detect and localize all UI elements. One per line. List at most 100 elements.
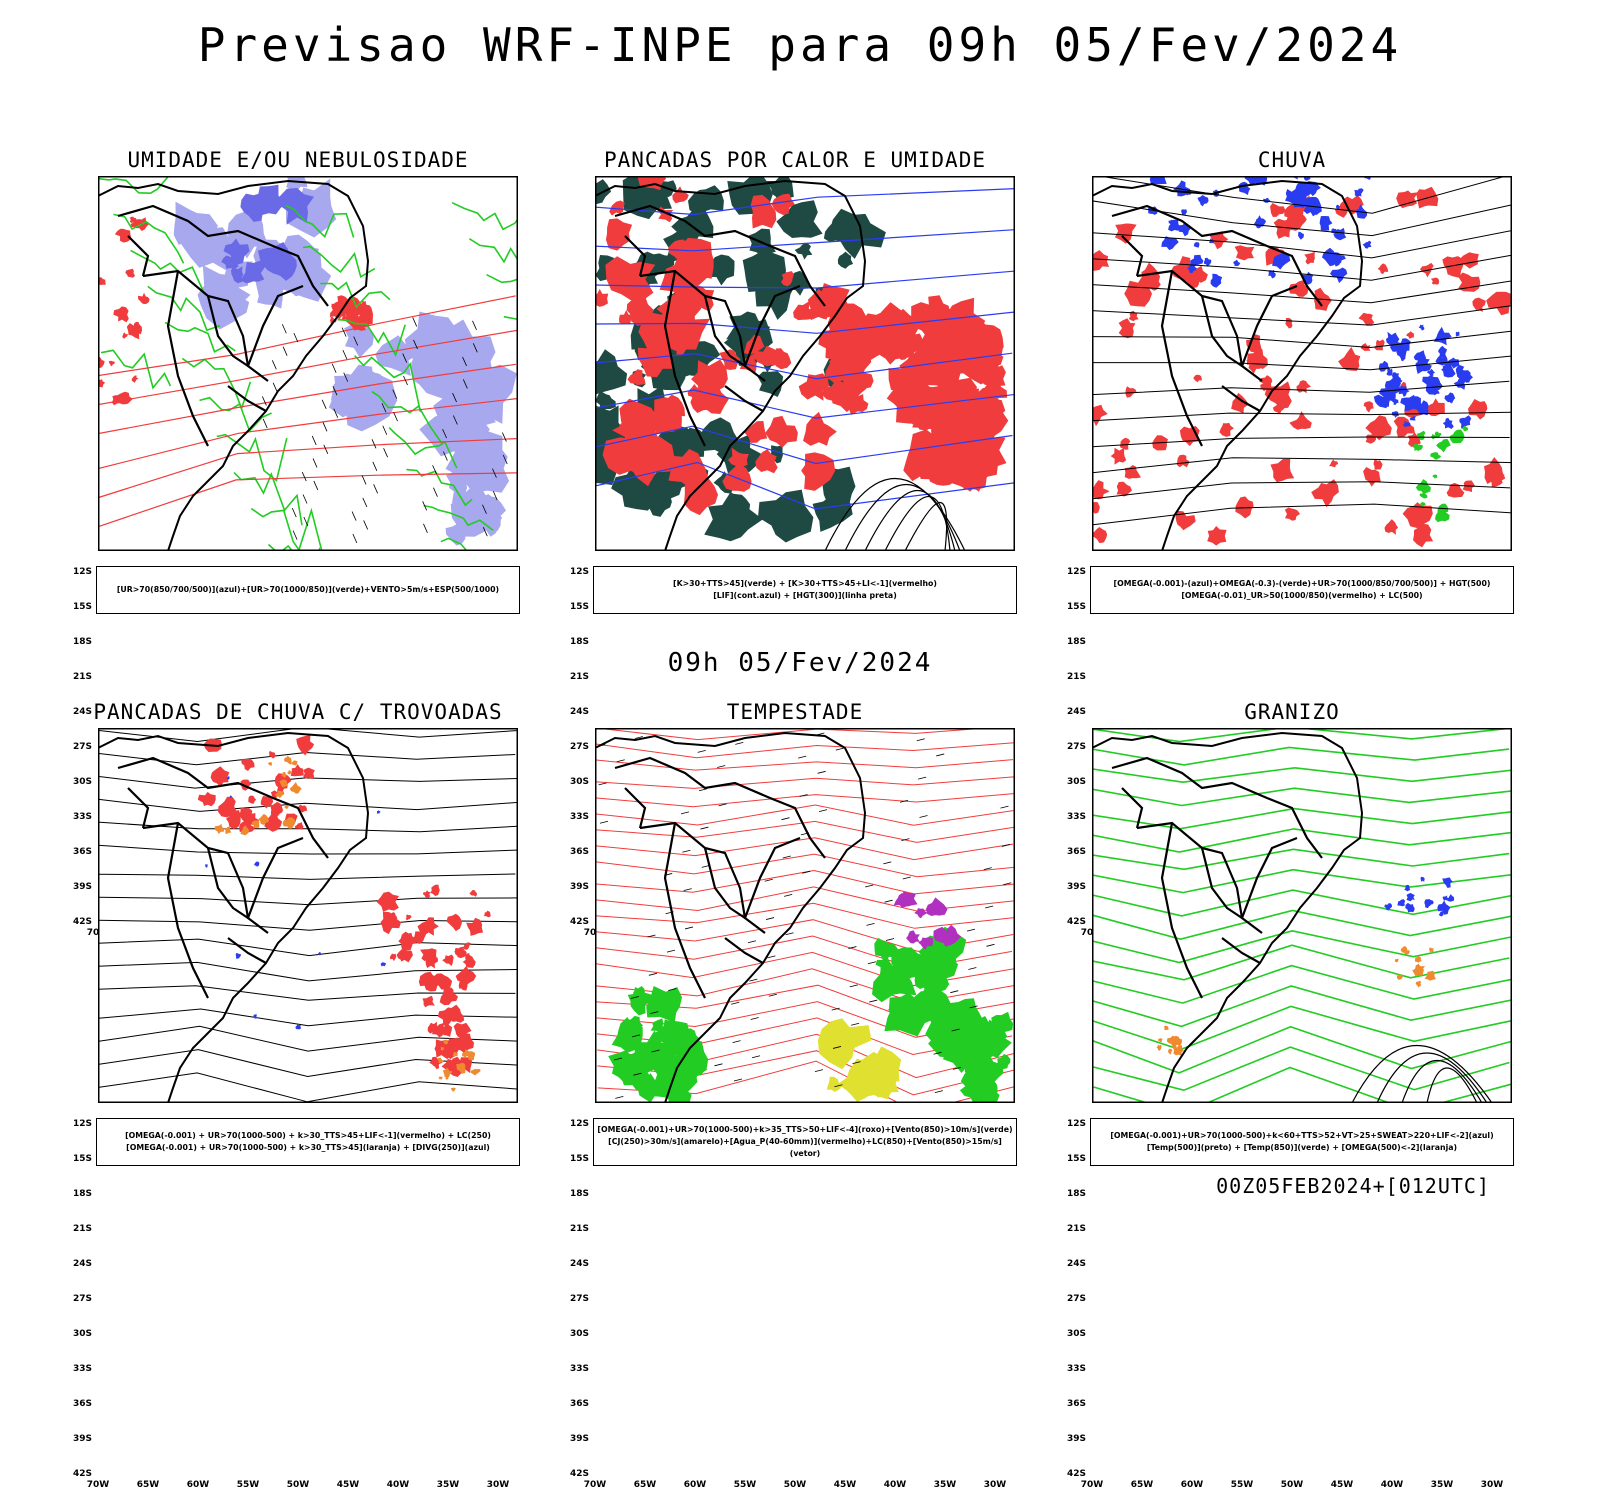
storm-area	[982, 376, 1008, 401]
lat-tick-label: 27S	[1066, 742, 1086, 752]
rain-area	[1442, 256, 1464, 278]
omega-strong-area	[1435, 508, 1450, 523]
wind-vector	[934, 1090, 943, 1093]
height-contour	[1092, 411, 1512, 422]
lon-tick-label: 55W	[236, 1480, 260, 1490]
lat-tick-label: 39S	[72, 882, 92, 892]
wind-arrow	[303, 516, 309, 527]
storm-area	[973, 346, 1004, 373]
lif-contour	[595, 270, 1015, 289]
omega-area	[1268, 269, 1276, 279]
rain-area	[1486, 291, 1512, 316]
rain-area	[1118, 318, 1136, 339]
lat-tick-label: 30S	[1066, 1329, 1086, 1339]
rain-area	[1116, 481, 1132, 497]
omega-area	[1455, 331, 1460, 337]
thunder-area	[443, 1039, 448, 1045]
height-contour	[904, 502, 948, 551]
omega500-area	[1164, 1025, 1169, 1031]
humidity-area	[134, 324, 143, 335]
storm-area	[771, 193, 795, 215]
rain-area	[1288, 280, 1309, 297]
hail-area	[1424, 899, 1432, 907]
storm-area	[440, 1023, 452, 1037]
storm-area	[264, 811, 283, 832]
coastline	[595, 179, 867, 551]
country-border	[227, 937, 267, 964]
lon-tick-label: 70W	[1080, 928, 1104, 938]
contour-line	[199, 396, 272, 433]
wind-area	[960, 1060, 992, 1097]
humidity-area	[436, 348, 493, 406]
wind-arrow	[403, 375, 408, 386]
hail-area	[1437, 900, 1451, 915]
severe-storm-area	[925, 897, 948, 916]
wind-vector	[950, 990, 959, 994]
omega500-area	[1400, 946, 1408, 953]
contour-line	[100, 349, 172, 390]
country-border	[166, 270, 209, 447]
height-contour	[1092, 436, 1510, 448]
omega-area	[1272, 251, 1291, 270]
wind-vector	[802, 870, 811, 874]
storm-area	[303, 767, 315, 780]
wind-vector	[831, 1007, 840, 1011]
storm-area	[743, 334, 765, 356]
rain-area	[1092, 250, 1109, 271]
contour-line	[486, 273, 518, 284]
temp850-contour	[1092, 848, 1510, 871]
lon-tick-label: 35W	[436, 1480, 460, 1490]
map-frame	[595, 176, 1015, 551]
instability-area	[699, 417, 739, 454]
lon-tick-label: 40W	[1380, 1480, 1404, 1490]
humidity-area	[344, 311, 351, 317]
country-border	[703, 847, 746, 919]
country-border	[1160, 270, 1203, 447]
country-border	[703, 295, 746, 367]
wind-vector	[968, 967, 977, 970]
lif-contour	[595, 188, 1015, 216]
country-border	[227, 385, 267, 412]
lat-tick-label: 18S	[569, 1189, 589, 1199]
contour-line	[354, 355, 422, 413]
wind-arrow	[392, 389, 398, 399]
water-contour	[595, 776, 1015, 789]
lat-tick-label: 24S	[1066, 707, 1086, 717]
wind-arrow	[291, 507, 297, 518]
panel-pancadas-calor: PANCADAS POR CALOR E UMIDADE 12S 15S 18S 21…	[555, 148, 1035, 938]
streamline	[98, 798, 518, 812]
map-tempestade: 12S 15S 18S 21S 24S 27S 30S 33S 36S 39S 42S 70W 65W…	[570, 728, 1015, 1490]
storm-area	[619, 398, 662, 447]
storm-area	[719, 349, 741, 370]
wind-vector	[1003, 882, 1012, 886]
wind-vector	[684, 926, 694, 930]
lif-contour	[595, 311, 1015, 334]
storm-area	[863, 310, 909, 352]
wind-vector	[952, 1067, 962, 1070]
map-granizo: 12S 15S 18S 21S 24S 27S 30S 33S 36S 39S 42S 70W 65W…	[1067, 728, 1512, 1490]
wind-vector	[697, 749, 706, 753]
contour-line	[302, 245, 376, 279]
omega-area	[1444, 392, 1456, 403]
thunder-area	[279, 779, 288, 788]
lat-tick-label: 42S	[1066, 1469, 1086, 1479]
storm-area	[260, 795, 273, 809]
height-contour	[1092, 481, 1511, 500]
temp850-contour	[1092, 1025, 1511, 1074]
rain-area	[1363, 401, 1374, 413]
lat-tick-label: 12S	[72, 1119, 92, 1129]
divergence-area	[204, 864, 208, 868]
instability-area	[704, 492, 763, 542]
storm-area	[218, 796, 238, 818]
divergence-area	[295, 1024, 302, 1030]
omega-area	[1386, 368, 1393, 376]
storm-area	[390, 912, 398, 921]
wind-vector	[782, 855, 791, 859]
omega-strong-area	[1434, 431, 1442, 438]
storm-area	[446, 913, 463, 932]
model-run-label: 00Z05FEB2024+[012UTC]	[1216, 1174, 1490, 1198]
wind-vector	[714, 1063, 723, 1067]
lat-tick-label: 27S	[72, 742, 92, 752]
wind-arrow	[462, 356, 467, 367]
map-trovoadas: 12S 15S 18S 21S 24S 27S 30S 33S 36S 39S 42S 70W 65W…	[73, 728, 518, 1490]
